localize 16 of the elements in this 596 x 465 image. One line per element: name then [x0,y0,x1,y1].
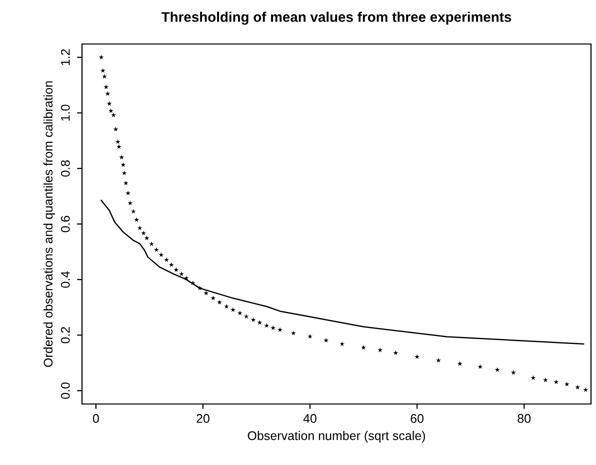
x-tick-label: 40 [303,414,316,423]
y-tick-label: 0.2 [60,327,70,344]
y-axis-title: Ordered observations and quantiles from calibration [43,81,56,367]
y-tick-label: 0.4 [60,271,70,288]
x-tick-label: 0 [92,414,99,423]
chart-title: Thresholding of mean values from three experiments [161,12,512,25]
x-tick-label: 20 [196,414,210,423]
y-tick-label: 0.6 [60,216,70,232]
y-tick-label: 0.8 [60,160,70,177]
line-series [100,200,584,345]
y-tick-label: 1.2 [60,49,70,66]
x-tick-label: 80 [518,414,531,423]
x-axis-title: Observation number (sqrt scale) [248,430,425,443]
x-tick-label: 60 [410,414,424,423]
y-tick-label: 0.0 [60,382,70,399]
y-tick-label: 1.0 [60,104,70,121]
